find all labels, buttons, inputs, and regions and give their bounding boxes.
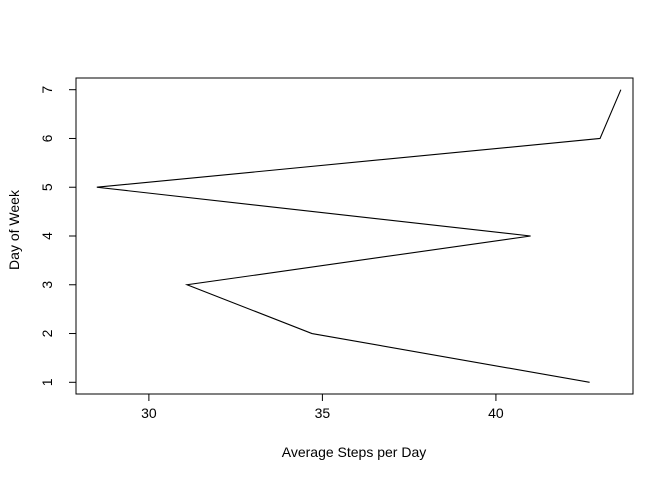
y-tick-label: 3 — [39, 281, 55, 289]
y-tick-label: 2 — [39, 329, 55, 337]
y-tick-label: 5 — [39, 183, 55, 191]
y-axis: 1 2 3 4 5 6 7 — [39, 86, 77, 386]
x-tick-label: 40 — [488, 405, 504, 421]
plot-frame — [75, 77, 634, 395]
series-line — [96, 89, 622, 383]
x-tick-label: 35 — [315, 405, 331, 421]
x-axis-title: Average Steps per Day — [282, 444, 427, 460]
y-tick-label: 4 — [39, 232, 55, 240]
y-tick-label: 1 — [39, 378, 55, 386]
x-axis: 30 35 40 — [141, 393, 504, 421]
series-layer — [96, 89, 622, 383]
y-tick-label: 7 — [39, 86, 55, 94]
y-axis-title: Day of Week — [6, 189, 22, 270]
y-tick-label: 6 — [39, 134, 55, 142]
x-tick-label: 30 — [141, 405, 157, 421]
